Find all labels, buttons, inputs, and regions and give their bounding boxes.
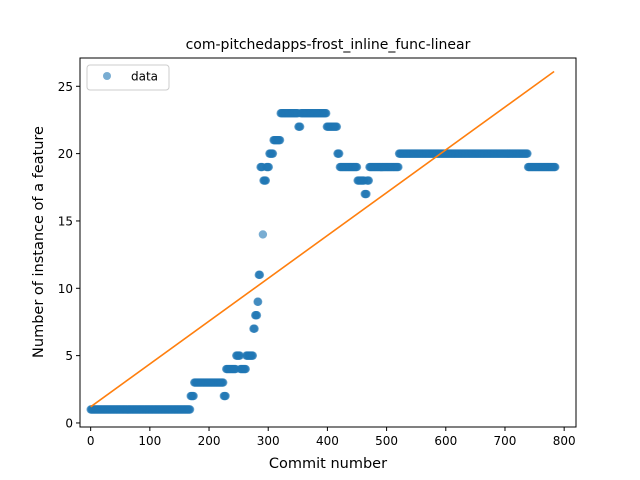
data-point [335,149,344,158]
x-axis-ticks: 0 100 200 300 400 500 600 700 800 [87,427,576,448]
y-tick-label: 0 [65,416,73,430]
data-point [362,189,371,199]
data-point [219,378,228,387]
y-tick-label: 10 [58,282,73,296]
x-tick-label: 500 [375,434,398,448]
x-tick-label: 300 [257,434,280,448]
legend: data [86,64,170,91]
x-tick-label: 600 [434,434,457,448]
data-point [253,297,263,306]
data-point [364,176,374,185]
x-tick-label: 700 [494,434,517,448]
legend-box [86,64,170,91]
x-tick-label: 0 [87,434,95,448]
axes-frame [79,57,577,428]
series-data-points [86,109,560,414]
data-point [185,405,195,414]
data-point [332,122,342,131]
data-point [258,230,268,239]
plot-area [86,70,560,414]
y-tick-label: 25 [58,80,73,94]
y-tick-label: 20 [58,147,73,161]
data-point [235,351,245,360]
x-tick-label: 100 [138,434,161,448]
data-point [523,149,532,158]
y-axis-ticks: 0 5 10 15 20 25 [58,80,80,430]
data-point [295,122,305,131]
x-tick-label: 800 [553,434,576,448]
x-tick-label: 400 [316,434,339,448]
data-point [322,109,331,118]
data-point [352,162,362,172]
legend-marker-data [103,72,111,80]
data-point [394,162,403,172]
x-tick-label: 200 [198,434,221,448]
data-point [248,351,258,360]
data-point [551,162,560,172]
data-point [255,270,265,280]
data-point [241,364,250,374]
data-point [189,391,198,401]
data-point [252,311,262,320]
data-point [275,135,285,145]
fit-line [90,70,555,408]
y-tick-label: 5 [65,349,73,363]
y-axis-label: Number of instance of a feature [31,126,47,358]
data-point [221,391,230,401]
data-point [264,162,274,172]
y-tick-label: 15 [58,214,73,228]
x-axis-label: Commit number [269,456,387,472]
data-point [261,176,271,185]
chart-title: com-pitchedapps-frost_inline_func-linear [186,37,471,53]
legend-label-data: data [131,70,158,84]
data-point [250,324,259,333]
data-point [268,149,278,158]
